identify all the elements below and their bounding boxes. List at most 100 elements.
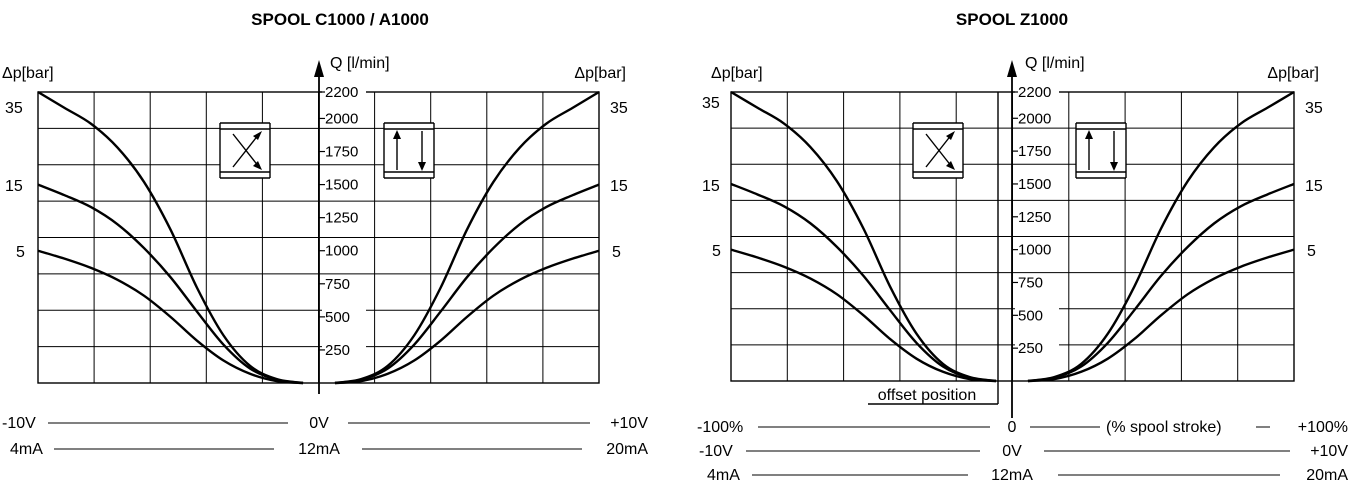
y-tick-bg bbox=[1015, 174, 1059, 191]
dp-tick-left-15: 15 bbox=[5, 178, 23, 195]
series-line-35-right bbox=[1027, 90, 1295, 383]
y-tick-bg bbox=[322, 340, 366, 357]
dp-tick-right-5: 5 bbox=[1307, 243, 1316, 260]
y-tick-label: 500 bbox=[1018, 307, 1043, 324]
y-tick-bg bbox=[322, 241, 366, 258]
series-line-5-right bbox=[1027, 248, 1295, 383]
x-row2-center: 12mA bbox=[298, 441, 340, 458]
dp-tick-right-15: 15 bbox=[1305, 178, 1323, 195]
y-tick-label: 500 bbox=[325, 309, 350, 326]
x-row1-right: +10V bbox=[610, 415, 648, 432]
y-tick-bg bbox=[322, 274, 366, 291]
y-tick-bg bbox=[322, 208, 366, 225]
x-row3-right: 20mA bbox=[1306, 467, 1348, 484]
series-line-15-left bbox=[37, 183, 304, 385]
chart-title: SPOOL C1000 / A1000 bbox=[251, 10, 429, 29]
y-tick-label: 1000 bbox=[1018, 242, 1051, 259]
dp-label-right: Δp[bar] bbox=[574, 65, 626, 82]
y-tick-label: 1250 bbox=[1018, 209, 1051, 226]
y-axis-label: Q [l/min] bbox=[330, 55, 390, 72]
x-row1-note: (% spool stroke) bbox=[1106, 419, 1222, 436]
y-tick-label: 1500 bbox=[325, 177, 358, 194]
y-tick-bg bbox=[1015, 240, 1059, 257]
dp-tick-right-15: 15 bbox=[610, 178, 628, 195]
x-row1-left: -10V bbox=[2, 415, 36, 432]
dp-label-left: Δp[bar] bbox=[711, 65, 763, 82]
spool-symbol-cross-icon bbox=[912, 122, 964, 179]
x-row3-center: 12mA bbox=[991, 467, 1033, 484]
dp-label-right: Δp[bar] bbox=[1267, 65, 1319, 82]
series-line-15-right bbox=[1027, 182, 1295, 383]
flow-curves bbox=[37, 90, 600, 385]
spool-symbol-parallel-icon bbox=[1075, 122, 1127, 179]
dp-tick-left-15: 15 bbox=[702, 178, 720, 195]
chart-title: SPOOL Z1000 bbox=[956, 10, 1068, 29]
y-tick-bg bbox=[322, 307, 366, 324]
y-tick-bg bbox=[1015, 83, 1059, 99]
q-axis-arrow bbox=[314, 60, 324, 77]
x-row2-right: 20mA bbox=[606, 441, 648, 458]
series-line-5-left bbox=[37, 249, 304, 385]
y-tick-labels: 250 500 750 1000 1250 1500 1750 2000 2200 bbox=[1012, 83, 1059, 357]
series-line-35-left bbox=[730, 90, 997, 383]
y-tick-bg bbox=[1015, 273, 1059, 290]
x-row3-left: 4mA bbox=[707, 467, 740, 484]
y-tick-label: 1250 bbox=[325, 210, 358, 227]
flow-curves bbox=[730, 90, 1295, 383]
x-row2-left: 4mA bbox=[10, 441, 43, 458]
y-tick-bg bbox=[322, 175, 366, 192]
y-tick-label: 250 bbox=[1018, 340, 1043, 357]
dp-label-left: Δp[bar] bbox=[2, 65, 54, 82]
y-tick-labels: 250 500 750 1000 1250 1500 1750 2000 2200 bbox=[319, 83, 366, 359]
y-tick-bg bbox=[1015, 306, 1059, 323]
y-tick-label: 2000 bbox=[325, 110, 358, 127]
y-tick-bg bbox=[1015, 109, 1059, 126]
y-tick-label: 2200 bbox=[325, 84, 358, 101]
offset-position-annotation: offset position bbox=[866, 92, 999, 405]
series-line-5-left bbox=[730, 248, 997, 383]
y-tick-bg bbox=[1015, 142, 1059, 159]
y-tick-label: 1750 bbox=[1018, 143, 1051, 160]
y-tick-bg bbox=[322, 83, 366, 99]
spool-symbol-cross-icon bbox=[219, 122, 271, 179]
y-axis-label: Q [l/min] bbox=[1025, 55, 1085, 72]
chart-spool-c1000-a1000: SPOOL C1000 / A1000 Q [l/min] Δp[bar] Δp… bbox=[2, 10, 648, 458]
x-row1-center: 0 bbox=[1008, 419, 1017, 436]
series-line-15-right bbox=[334, 183, 600, 385]
y-tick-label: 1750 bbox=[325, 144, 358, 161]
y-tick-label: 1000 bbox=[325, 243, 358, 260]
x-axis-rows: -10V 0V +10V 4mA 12mA 20mA bbox=[2, 415, 648, 458]
series-line-35-right bbox=[334, 90, 600, 385]
y-tick-label: 1500 bbox=[1018, 176, 1051, 193]
series-line-15-left bbox=[730, 182, 997, 383]
y-tick-label: 750 bbox=[325, 276, 350, 293]
series-line-5-right bbox=[334, 249, 600, 385]
q-axis-arrow bbox=[1007, 60, 1017, 77]
series-line-35-left bbox=[37, 90, 304, 385]
y-tick-bg bbox=[322, 109, 366, 126]
dp-tick-left-5: 5 bbox=[16, 244, 25, 261]
dp-tick-left-5: 5 bbox=[712, 243, 721, 260]
y-tick-label: 2200 bbox=[1018, 84, 1051, 101]
x-row1-right: +100% bbox=[1298, 419, 1348, 436]
offset-position-label: offset position bbox=[878, 387, 976, 404]
dp-tick-right-35: 35 bbox=[610, 100, 628, 117]
dp-tick-left-35: 35 bbox=[702, 95, 720, 112]
y-tick-bg bbox=[1015, 339, 1059, 356]
x-row1-left: -100% bbox=[697, 419, 743, 436]
y-tick-bg bbox=[322, 142, 366, 159]
spool-symbol-parallel-icon bbox=[383, 122, 435, 179]
y-tick-label: 2000 bbox=[1018, 110, 1051, 127]
dp-tick-right-5: 5 bbox=[612, 244, 621, 261]
dp-tick-right-35: 35 bbox=[1305, 100, 1323, 117]
y-tick-label: 250 bbox=[325, 342, 350, 359]
chart-spool-z1000: SPOOL Z1000 Q [l/min] Δp[bar] Δp[bar] 35… bbox=[697, 10, 1348, 484]
x-row1-center: 0V bbox=[309, 415, 329, 432]
y-tick-label: 750 bbox=[1018, 274, 1043, 291]
x-row2-left: -10V bbox=[699, 443, 733, 460]
x-row2-right: +10V bbox=[1310, 443, 1348, 460]
y-tick-bg bbox=[1015, 207, 1059, 224]
dp-tick-left-35: 35 bbox=[5, 100, 23, 117]
x-row2-center: 0V bbox=[1002, 443, 1022, 460]
